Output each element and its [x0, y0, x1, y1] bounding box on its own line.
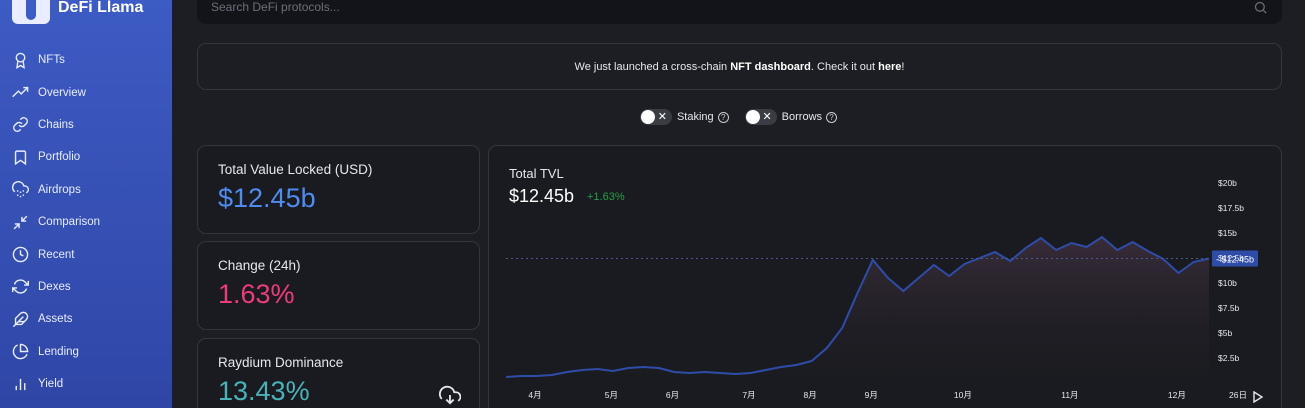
- x-tick-label: 26日: [1229, 390, 1247, 400]
- sidebar-item-label: NFTs: [38, 54, 65, 67]
- x-tick-label: 5月: [605, 390, 618, 400]
- bar-chart-icon: [15, 378, 26, 390]
- sidebar-item-chains[interactable]: Chains: [0, 109, 172, 141]
- sidebar-item-label: Airdrops: [38, 183, 81, 196]
- bookmark-icon: [14, 150, 27, 166]
- sidebar-item-recent[interactable]: Recent: [0, 238, 172, 270]
- feather-icon: [12, 311, 29, 327]
- sidebar-item-label: Assets: [38, 313, 73, 326]
- refresh-icon: [12, 279, 29, 295]
- trending-up-icon: [12, 86, 29, 98]
- sidebar-item-nfts[interactable]: NFTs: [0, 44, 172, 76]
- x-tick-label: 8月: [803, 390, 816, 400]
- x-tick-label: 10月: [954, 390, 972, 400]
- x-tick-label: 11月: [1061, 390, 1078, 400]
- search-bar: [197, 0, 1282, 24]
- banner-link[interactable]: here: [878, 60, 902, 73]
- sidebar-item-label: Comparison: [38, 216, 100, 229]
- chart-title: Total TVL: [509, 166, 564, 181]
- announcement-banner: We just launched a cross-chain NFT dashb…: [197, 43, 1282, 90]
- sidebar-item-comparison[interactable]: Comparison: [0, 206, 172, 238]
- toggle-borrows[interactable]: ✕ Borrows ?: [744, 109, 838, 125]
- shrink-arrows-icon: [13, 215, 28, 230]
- y-tick-label: $10b: [1218, 278, 1237, 288]
- toggle-label: Staking: [676, 111, 714, 123]
- award-icon: [15, 52, 26, 69]
- sidebar-item-label: Chains: [38, 118, 74, 131]
- tvl-label: Total Value Locked (USD): [218, 162, 373, 177]
- current-value-marker: [1212, 250, 1258, 267]
- tvl-series-line: [505, 235, 1210, 378]
- y-tick-label: $17.5b: [1218, 203, 1244, 213]
- play-icon[interactable]: [1252, 391, 1264, 403]
- change-value: 1.63%: [218, 279, 295, 309]
- close-icon: ✕: [657, 111, 667, 123]
- chart-value: $12.45b: [509, 186, 575, 206]
- change-card: Change (24h) 1.63%: [197, 241, 480, 330]
- logo[interactable]: DeFi Llama: [12, 0, 143, 24]
- sidebar-item-label: Portfolio: [38, 151, 81, 164]
- staking-switch[interactable]: ✕: [639, 109, 672, 125]
- sidebar-item-label: Overview: [38, 86, 86, 99]
- sidebar-item-dexes[interactable]: Dexes: [0, 271, 172, 303]
- search-icon[interactable]: [1253, 0, 1268, 15]
- x-tick-label: 12月: [1168, 390, 1186, 400]
- sidebar-item-assets[interactable]: Assets: [0, 303, 172, 335]
- tvl-value: $12.45b: [218, 183, 316, 213]
- chart-change: +1.63%: [587, 191, 625, 203]
- y-tick-label: $7.5b: [1218, 303, 1240, 313]
- x-tick-label: 4月: [528, 390, 541, 400]
- toggle-staking[interactable]: ✕ Staking ?: [639, 109, 729, 125]
- sidebar-item-label: Dexes: [38, 280, 71, 293]
- cloud-rain-icon: [12, 181, 29, 198]
- sidebar-item-label: Lending: [38, 345, 79, 358]
- help-icon[interactable]: ?: [826, 111, 838, 123]
- pie-chart-icon: [12, 343, 29, 360]
- sidebar-item-label: Yield: [38, 378, 64, 391]
- clock-icon: [12, 246, 29, 263]
- dominance-card: Raydium Dominance 13.43%: [197, 338, 480, 408]
- banner-text-prefix: We just launched a cross-chain: [574, 60, 731, 73]
- y-tick-label: $5b: [1218, 328, 1232, 338]
- link-icon: [13, 117, 28, 133]
- sidebar-item-overview[interactable]: Overview: [0, 76, 172, 108]
- logo-text: DeFi Llama: [58, 0, 144, 16]
- dominance-label: Raydium Dominance: [218, 355, 344, 370]
- banner-text-middle: . Check it out: [810, 60, 879, 73]
- toggle-label: Borrows: [781, 111, 823, 123]
- sidebar: DeFi Llama NFTs Overview Chains Portfoli…: [0, 0, 172, 408]
- tvl-area-fill: [506, 237, 1209, 383]
- change-label: Change (24h): [218, 258, 301, 273]
- sidebar-nav: NFTs Overview Chains Portfolio Airdrops …: [0, 44, 172, 400]
- x-tick-label: 6月: [666, 390, 679, 400]
- borrows-switch[interactable]: ✕: [744, 109, 777, 125]
- y-tick-label: $12.5b: [1218, 253, 1244, 263]
- sidebar-item-label: Recent: [38, 248, 75, 261]
- banner-bold-text: NFT dashboard: [730, 60, 811, 73]
- current-value-label: - $12.45b: [1216, 255, 1254, 265]
- help-icon[interactable]: ?: [717, 111, 729, 123]
- sidebar-item-airdrops[interactable]: Airdrops: [0, 174, 172, 206]
- close-icon: ✕: [762, 111, 772, 123]
- x-tick-label: 7月: [742, 390, 755, 400]
- download-cloud-icon[interactable]: [439, 384, 461, 406]
- sidebar-item-yield[interactable]: Yield: [0, 368, 172, 400]
- sidebar-item-portfolio[interactable]: Portfolio: [0, 141, 172, 173]
- tvl-card: Total Value Locked (USD) $12.45b: [197, 145, 480, 234]
- banner-text-suffix: !: [901, 60, 905, 73]
- dominance-value: 13.43%: [218, 376, 310, 406]
- search-input[interactable]: [211, 0, 1253, 14]
- x-tick-label: 9月: [865, 390, 878, 400]
- sidebar-item-lending[interactable]: Lending: [0, 336, 172, 368]
- y-tick-label: $15b: [1218, 228, 1237, 238]
- llama-logo-icon: [12, 0, 50, 24]
- toggle-bar: ✕ Staking ? ✕ Borrows ?: [0, 109, 1305, 125]
- tvl-chart-card: Total TVL $12.45b +1.63% - $12.45b $2.5b $…: [488, 145, 1282, 408]
- tvl-area-chart[interactable]: - $12.45b $2.5b $5b $7.5b $10b $12.5b $15b $17.…: [489, 146, 1282, 408]
- y-tick-label: $20b: [1218, 178, 1237, 188]
- y-tick-label: $2.5b: [1218, 353, 1240, 363]
